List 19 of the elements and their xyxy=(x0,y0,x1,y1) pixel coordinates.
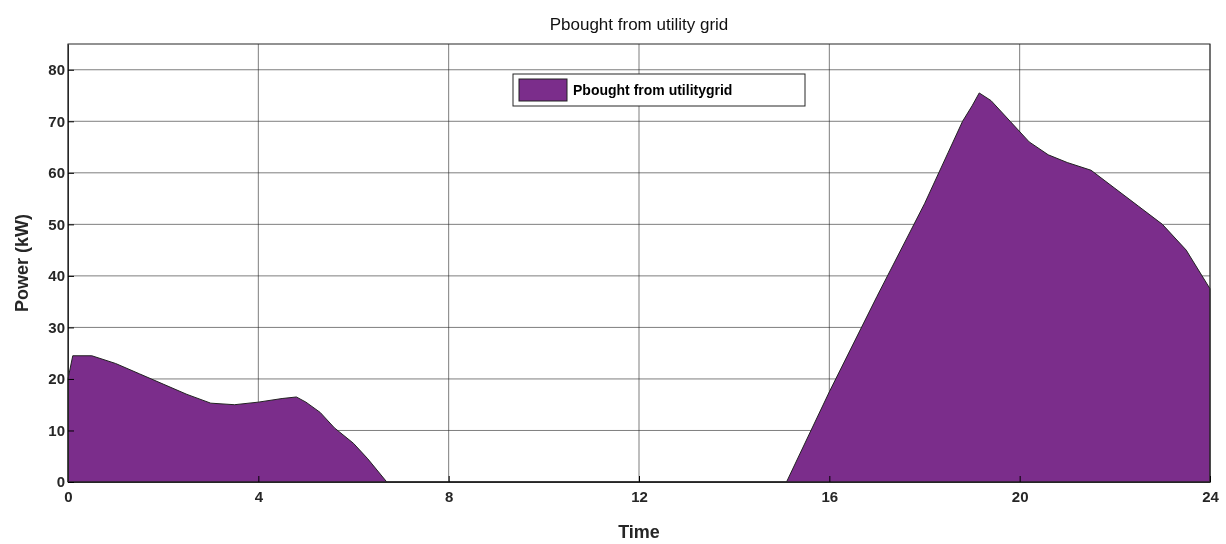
y-tick-label: 60 xyxy=(48,164,65,182)
x-tick-label: 20 xyxy=(1011,487,1029,505)
x-tick-label: 4 xyxy=(254,487,264,505)
x-axis-title: Time xyxy=(618,522,660,542)
chart-title: Pbought from utility grid xyxy=(549,15,729,34)
y-tick-label: 20 xyxy=(48,370,65,388)
y-tick-label: 80 xyxy=(48,61,65,79)
x-tick-label: 8 xyxy=(444,487,454,505)
y-tick-label: 70 xyxy=(48,112,65,130)
x-tick-label: 16 xyxy=(821,487,839,505)
y-axis-title: Power (kW) xyxy=(12,213,32,313)
y-tick-label: 0 xyxy=(56,473,65,491)
legend-label: Pbought from utilitygrid xyxy=(573,82,733,98)
y-tick-label: 30 xyxy=(48,318,65,336)
x-tick-label: 12 xyxy=(631,487,648,505)
y-tick-label: 10 xyxy=(48,421,65,439)
y-tick-label: 50 xyxy=(48,215,65,233)
y-tick-label: 40 xyxy=(48,267,65,285)
x-tick-label: 24 xyxy=(1202,487,1220,505)
